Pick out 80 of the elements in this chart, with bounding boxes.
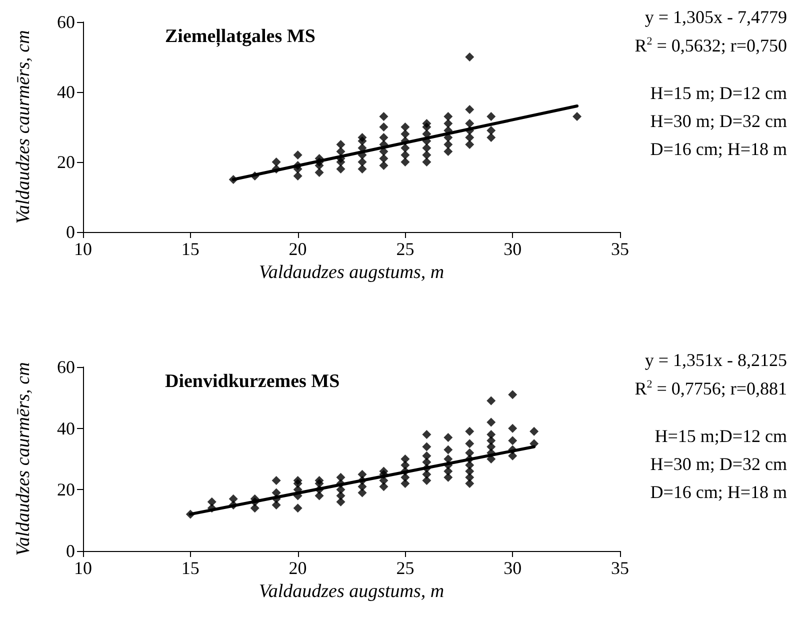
point xyxy=(379,112,388,121)
point xyxy=(400,122,410,132)
point xyxy=(358,133,367,142)
point xyxy=(400,158,410,166)
point xyxy=(293,150,302,160)
text: H=30 m; D=32 cm xyxy=(650,454,788,474)
y-tick-label: 60 xyxy=(57,357,75,377)
point xyxy=(336,164,346,174)
point xyxy=(465,140,474,149)
point xyxy=(250,172,260,180)
point xyxy=(400,130,410,138)
x-tick-label: 15 xyxy=(181,558,200,578)
chart-title: Ziemeļlatgales MS xyxy=(165,26,316,47)
x-tick-label: 25 xyxy=(396,558,414,578)
x-axis-title: Valdaudzes augstums, m xyxy=(258,262,444,283)
point xyxy=(465,133,474,142)
text: H=15 m; D=12 cm xyxy=(650,83,788,103)
point xyxy=(272,164,281,174)
x-tick-label: 30 xyxy=(504,239,522,259)
point xyxy=(336,154,346,163)
x-tick-label: 30 xyxy=(504,558,522,578)
point xyxy=(422,144,432,152)
x-tick-label: 35 xyxy=(611,558,629,578)
chart-title: Dienvidkurzemes MS xyxy=(165,371,340,392)
point xyxy=(358,164,367,174)
y-axis-title: Valdaudzes caurmērs, cm xyxy=(13,30,34,224)
y-tick-label: 20 xyxy=(57,152,75,172)
point xyxy=(465,52,474,62)
point xyxy=(486,126,496,135)
y-tick-label: 0 xyxy=(66,541,75,561)
point xyxy=(465,119,474,128)
x-tick-label: 15 xyxy=(181,239,200,259)
point xyxy=(272,158,281,166)
x-tick-label: 35 xyxy=(611,239,629,259)
point xyxy=(379,133,388,142)
text: H=30 m; D=32 cm xyxy=(650,111,788,131)
text: D=16 cm; H=18 m xyxy=(650,482,788,502)
y-tick-label: 40 xyxy=(57,82,75,102)
point xyxy=(358,158,367,166)
y-tick-label: 40 xyxy=(57,418,75,438)
x-tick-label: 20 xyxy=(288,239,307,259)
x-tick-label: 10 xyxy=(74,239,92,259)
y-axis-title: Valdaudzes caurmērs, cm xyxy=(13,362,34,556)
y-tick-label: 20 xyxy=(57,480,75,500)
point xyxy=(314,168,324,177)
point xyxy=(444,112,453,121)
point xyxy=(293,161,302,170)
point xyxy=(444,140,453,149)
point xyxy=(293,172,302,180)
x-axis-title: Valdaudzes augstums, m xyxy=(258,580,444,602)
x-tick-label: 20 xyxy=(288,558,307,578)
point xyxy=(422,150,432,160)
point xyxy=(422,136,432,146)
y-tick-label: 60 xyxy=(57,12,75,32)
point xyxy=(379,140,388,149)
point xyxy=(572,112,582,121)
text: H=15 m;D=12 cm xyxy=(654,426,788,446)
point xyxy=(400,144,410,152)
point xyxy=(465,126,474,135)
point xyxy=(444,119,453,128)
text: y = 1,351x - 8,2125 xyxy=(644,350,788,370)
point xyxy=(379,154,388,163)
point xyxy=(379,122,388,132)
point xyxy=(422,119,432,128)
text: D=16 cm; H=18 m xyxy=(650,139,788,159)
y-tick-label: 0 xyxy=(66,222,75,242)
x-tick-label: 25 xyxy=(396,239,414,259)
point xyxy=(228,175,238,184)
point xyxy=(400,150,410,160)
point xyxy=(422,158,432,166)
point xyxy=(486,133,496,142)
point xyxy=(465,105,474,114)
point xyxy=(379,161,388,170)
text: y = 1,305x - 7,4779 xyxy=(644,7,788,27)
point xyxy=(486,112,496,121)
point xyxy=(444,147,453,156)
point xyxy=(336,147,346,156)
point xyxy=(336,140,346,149)
x-tick-label: 10 xyxy=(74,558,92,578)
point xyxy=(400,136,410,146)
